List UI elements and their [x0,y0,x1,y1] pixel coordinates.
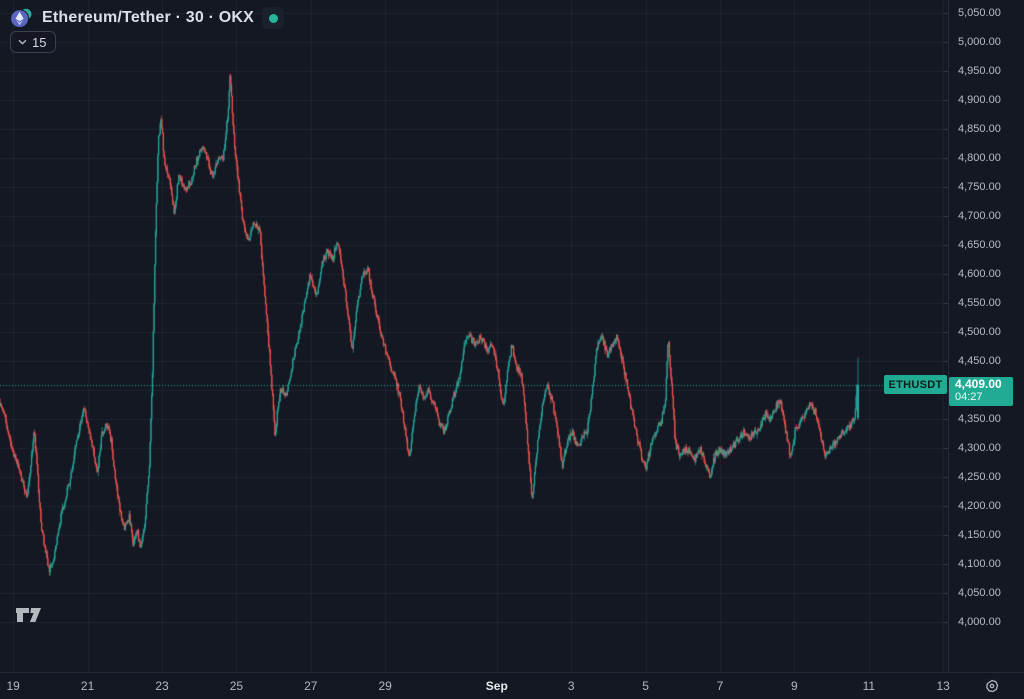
symbol-title[interactable]: Ethereum/Tether · 30 · OKX [42,9,255,26]
time-axis-label: 5 [642,679,649,693]
symbol-price-flag: ETHUSDT [884,375,947,394]
price-axis-label: 4,600.00 [958,267,1001,280]
time-axis-label: 29 [378,679,392,693]
market-status-dot [268,13,278,23]
price-axis-label: 4,900.00 [958,93,1001,106]
chart-header: Ethereum/Tether · 30 · OKX [10,7,285,29]
time-axis-label: 13 [936,679,950,693]
price-axis-label: 4,200.00 [958,499,1001,512]
tradingview-logo[interactable] [15,605,45,630]
bar-countdown: 04:27 [955,391,983,403]
time-axis-label: 27 [304,679,318,693]
time-axis-label: 23 [155,679,169,693]
price-axis-label: 4,100.00 [958,557,1001,570]
last-price-label: 4,409.00 04:27 [949,377,1013,406]
price-axis-label: 4,450.00 [958,354,1001,367]
time-axis-label: 11 [862,679,876,693]
time-axis-label: 7 [716,679,724,693]
candlestick-chart[interactable] [0,0,948,672]
time-axis-label: 3 [567,679,575,693]
price-axis-label: 4,050.00 [958,586,1001,599]
time-axis[interactable]: 19 21 23 25 27 29 Sep 3 5 7 9 11 13 [0,672,1024,698]
price-axis-label: 4,250.00 [958,470,1001,483]
price-axis-label: 4,500.00 [958,325,1001,338]
time-axis-label: 9 [791,679,798,693]
time-axis-label: 25 [229,679,244,693]
price-axis-label: 4,650.00 [958,238,1001,251]
price-axis-label: 4,750.00 [958,180,1001,193]
price-axis-label: 4,300.00 [958,441,1001,454]
ethereum-icon [10,8,34,29]
price-axis-label: 5,050.00 [958,6,1001,19]
market-status-pill[interactable] [262,7,285,29]
time-axis-label: Sep [485,679,508,693]
price-axis[interactable]: 5,050.00 5,000.00 4,950.00 4,900.00 4,850.00… [948,0,1024,672]
price-axis-label: 5,000.00 [958,35,1001,48]
chevron-down-icon [18,39,27,45]
price-axis-label: 4,000.00 [958,615,1001,628]
price-axis-label: 4,700.00 [958,209,1001,222]
price-axis-label: 4,150.00 [958,528,1001,541]
time-axis-label: 21 [80,679,95,693]
interval-button[interactable]: 15 [10,31,57,53]
timescale-settings-icon[interactable] [984,678,1000,694]
price-axis-label: 4,850.00 [958,122,1001,135]
price-axis-label: 4,800.00 [958,151,1001,164]
last-price-value: 4,409.00 [955,377,1002,391]
price-axis-label: 4,550.00 [958,296,1001,309]
time-axis-label: 19 [6,679,20,693]
time-labels: 19 21 23 25 27 29 Sep 3 5 7 9 11 13 [0,673,950,699]
price-axis-label: 4,950.00 [958,64,1001,77]
interval-label: 15 [32,34,47,50]
price-axis-label: 4,350.00 [958,412,1001,425]
